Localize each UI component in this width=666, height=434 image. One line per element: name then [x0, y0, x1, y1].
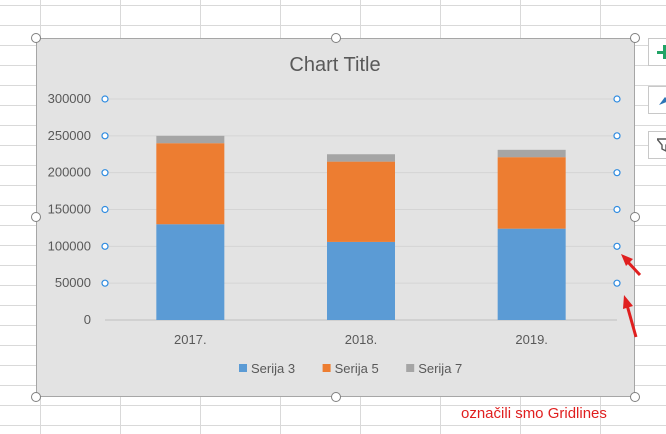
chart-filters-button[interactable] [648, 131, 666, 159]
chart-styles-button[interactable] [648, 86, 666, 114]
legend-entry[interactable]: Serija 5 [335, 361, 379, 376]
plus-icon [657, 45, 666, 59]
legend-swatch [239, 364, 247, 372]
bar-segment[interactable] [497, 228, 566, 320]
resize-handle-bottom-right[interactable] [630, 392, 640, 402]
resize-handle-left[interactable] [31, 212, 41, 222]
bar-segment[interactable] [497, 157, 566, 229]
resize-handle-top-right[interactable] [630, 33, 640, 43]
legend-entry[interactable]: Serija 3 [251, 361, 295, 376]
resize-handle-top[interactable] [331, 33, 341, 43]
annotation-text: označili smo Gridlines [461, 405, 607, 422]
x-tick-label: 2019. [515, 332, 548, 347]
brush-icon [659, 97, 666, 105]
gridline-handle[interactable] [101, 95, 109, 103]
legend-swatch [322, 364, 331, 372]
gridline-handle[interactable] [613, 242, 621, 250]
bar-segment[interactable] [156, 224, 225, 320]
filter-icon [657, 138, 666, 152]
gridline-handle[interactable] [101, 205, 109, 214]
y-tick-label: 100000 [48, 238, 91, 253]
gridline-handle[interactable] [613, 169, 621, 177]
gridline-handle[interactable] [101, 132, 109, 140]
bar-segment[interactable] [327, 154, 395, 162]
bar-segment[interactable] [497, 149, 566, 158]
y-tick-label: 50000 [55, 275, 91, 290]
gridline-handle[interactable] [613, 132, 621, 140]
gridline-handle[interactable] [613, 95, 621, 103]
resize-handle-top-left[interactable] [31, 33, 41, 43]
chart-area[interactable]: Chart Title 0 50000 100000 150000 200000 2500… [36, 38, 635, 397]
y-tick-label: 150000 [48, 202, 91, 217]
chart-title[interactable]: Chart Title [289, 54, 380, 76]
y-tick-label: 250000 [48, 128, 91, 143]
resize-handle-right[interactable] [630, 212, 640, 222]
bar-segment[interactable] [327, 161, 395, 242]
gridline-handle[interactable] [613, 279, 621, 287]
chart-plot: Chart Title 0 50000 100000 150000 200000 2500… [48, 54, 621, 376]
bar-segment[interactable] [156, 143, 225, 225]
x-tick-label: 2017. [174, 332, 207, 347]
gridline-handle[interactable] [101, 242, 109, 250]
gridline-handle[interactable] [613, 205, 621, 214]
chart-elements-button[interactable] [648, 38, 666, 66]
y-tick-label: 0 [84, 312, 91, 327]
y-tick-label: 200000 [48, 165, 91, 180]
y-tick-label: 300000 [48, 91, 91, 106]
x-tick-label: 2018. [345, 332, 378, 347]
gridline-handle[interactable] [101, 279, 109, 287]
bar-segment[interactable] [156, 135, 225, 144]
legend-entry[interactable]: Serija 7 [418, 361, 462, 376]
resize-handle-bottom[interactable] [331, 392, 341, 402]
bar-segment[interactable] [327, 241, 395, 320]
legend-swatch [406, 364, 415, 372]
resize-handle-bottom-left[interactable] [31, 392, 41, 402]
gridline-handle[interactable] [101, 169, 109, 177]
